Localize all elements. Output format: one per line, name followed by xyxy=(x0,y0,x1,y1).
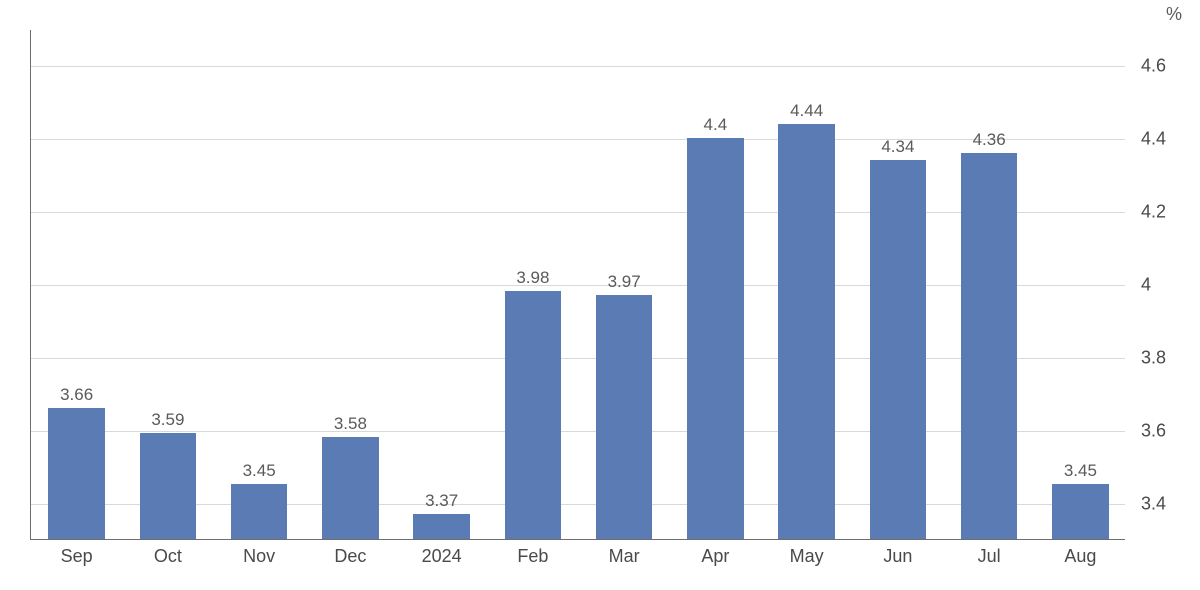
bar-value-label: 4.34 xyxy=(881,137,914,157)
x-tick-label: Mar xyxy=(609,546,640,567)
x-tick-label: May xyxy=(790,546,824,567)
x-tick-label: Sep xyxy=(61,546,93,567)
y-tick-label: 4.6 xyxy=(1141,56,1166,77)
bar-value-label: 4.4 xyxy=(704,115,728,135)
bar-value-label: 3.97 xyxy=(608,272,641,292)
bar xyxy=(687,138,744,539)
y-axis-unit: % xyxy=(1166,4,1182,25)
y-tick-label: 3.4 xyxy=(1141,493,1166,514)
bar xyxy=(596,295,653,539)
y-tick-label: 3.8 xyxy=(1141,347,1166,368)
bar-value-label: 4.44 xyxy=(790,101,823,121)
plot-area: 3.43.63.844.24.44.63.66Sep3.59Oct3.45Nov… xyxy=(30,30,1125,540)
bar xyxy=(322,437,379,539)
bar-value-label: 3.58 xyxy=(334,414,367,434)
bar xyxy=(1052,484,1109,539)
x-tick-label: Aug xyxy=(1064,546,1096,567)
x-tick-label: Jun xyxy=(883,546,912,567)
x-tick-label: Oct xyxy=(154,546,182,567)
y-tick-label: 4.2 xyxy=(1141,202,1166,223)
bar xyxy=(870,160,927,539)
x-tick-label: Feb xyxy=(517,546,548,567)
bar xyxy=(505,291,562,539)
x-tick-label: 2024 xyxy=(422,546,462,567)
x-tick-label: Jul xyxy=(978,546,1001,567)
bar xyxy=(961,153,1018,539)
gridline xyxy=(31,66,1125,67)
x-tick-label: Dec xyxy=(334,546,366,567)
bar-value-label: 3.37 xyxy=(425,491,458,511)
gridline xyxy=(31,139,1125,140)
bar xyxy=(413,514,470,540)
bar-value-label: 3.98 xyxy=(516,268,549,288)
bar-chart: % 3.43.63.844.24.44.63.66Sep3.59Oct3.45N… xyxy=(0,0,1200,590)
y-tick-label: 4 xyxy=(1141,275,1151,296)
bar-value-label: 3.45 xyxy=(243,461,276,481)
y-tick-label: 3.6 xyxy=(1141,420,1166,441)
bar-value-label: 4.36 xyxy=(973,130,1006,150)
bar-value-label: 3.66 xyxy=(60,385,93,405)
bar-value-label: 3.45 xyxy=(1064,461,1097,481)
bar xyxy=(48,408,105,539)
bar xyxy=(140,433,197,539)
bar xyxy=(778,124,835,539)
x-tick-label: Nov xyxy=(243,546,275,567)
bar xyxy=(231,484,288,539)
bar-value-label: 3.59 xyxy=(151,410,184,430)
x-tick-label: Apr xyxy=(701,546,729,567)
y-tick-label: 4.4 xyxy=(1141,129,1166,150)
